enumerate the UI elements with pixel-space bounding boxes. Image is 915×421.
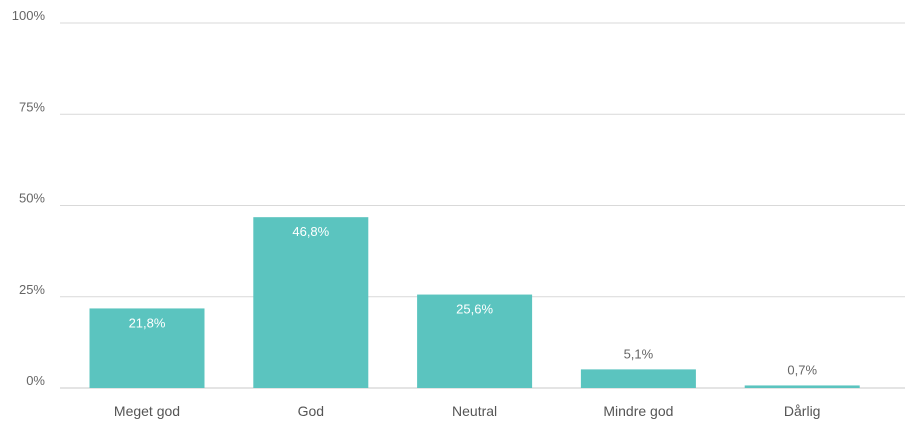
bars xyxy=(89,217,860,388)
bar xyxy=(580,369,696,388)
y-tick-label: 75% xyxy=(19,99,45,114)
data-label: 0,7% xyxy=(787,362,817,377)
x-tick-label: Mindre god xyxy=(603,403,673,419)
y-tick-label: 50% xyxy=(19,191,45,206)
data-label: 21,8% xyxy=(129,315,166,330)
x-tick-label: Dårlig xyxy=(784,403,821,419)
data-label: 46,8% xyxy=(292,224,329,239)
bar xyxy=(744,385,860,388)
x-tick-label: Neutral xyxy=(452,403,497,419)
bar xyxy=(417,294,533,388)
x-tick-label: Meget god xyxy=(114,403,180,419)
data-label: 5,1% xyxy=(624,346,654,361)
data-label: 25,6% xyxy=(456,302,493,317)
bar xyxy=(253,217,369,388)
y-tick-label: 100% xyxy=(12,8,46,23)
value-labels: 21,8% 46,8% 25,6% 5,1% 0,7% xyxy=(129,224,818,377)
y-axis-tick-labels: 0% 25% 50% 75% 100% xyxy=(12,8,46,388)
y-tick-label: 25% xyxy=(19,282,45,297)
x-tick-label: God xyxy=(298,403,324,419)
x-axis-category-labels: Meget god God Neutral Mindre god Dårlig xyxy=(114,403,821,419)
bar xyxy=(89,308,205,388)
y-tick-label: 0% xyxy=(26,373,45,388)
